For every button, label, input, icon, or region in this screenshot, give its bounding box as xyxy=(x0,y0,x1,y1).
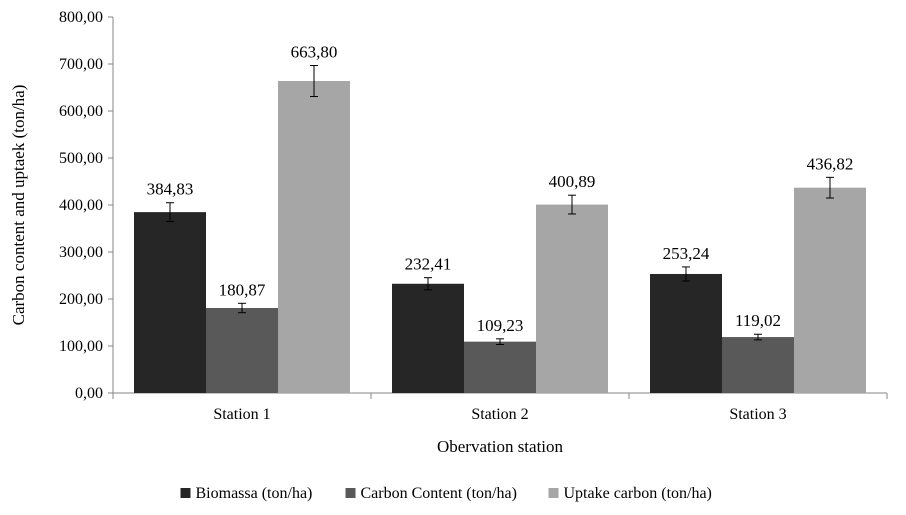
y-axis-title: Carbon content and uptaek (ton/ha) xyxy=(9,85,28,326)
legend-label: Biomassa (ton/ha) xyxy=(196,485,313,502)
y-tick-label: 500,00 xyxy=(59,150,103,167)
bar xyxy=(536,204,608,393)
bar xyxy=(650,273,722,393)
data-label: 109,23 xyxy=(477,316,524,335)
legend-swatch xyxy=(180,488,191,498)
legend-swatch xyxy=(548,488,559,498)
legend-label: Uptake carbon (ton/ha) xyxy=(564,485,712,502)
data-label: 180,87 xyxy=(219,280,266,299)
bar xyxy=(794,187,866,393)
bar xyxy=(278,81,350,393)
data-label: 384,83 xyxy=(147,180,194,199)
y-tick-label: 700,00 xyxy=(59,56,103,73)
bars xyxy=(134,65,866,393)
y-tick-label: 800,00 xyxy=(59,9,103,26)
x-tick-label: Station 2 xyxy=(471,406,528,423)
bar xyxy=(722,337,794,393)
data-label: 663,80 xyxy=(291,43,338,62)
bar xyxy=(464,341,536,393)
bar xyxy=(392,283,464,393)
x-axis: Station 1 Station 2 Station 3 xyxy=(112,392,888,423)
x-tick-label: Station 3 xyxy=(729,406,786,423)
y-tick-label: 0,00 xyxy=(75,385,103,402)
data-label: 119,02 xyxy=(735,311,781,330)
y-axis: 0,00 100,00 200,00 300,00 400,00 500,00 600,00… xyxy=(59,9,114,402)
y-tick-label: 400,00 xyxy=(59,197,103,214)
y-tick-label: 600,00 xyxy=(59,103,103,120)
bar xyxy=(134,212,206,393)
data-label: 400,89 xyxy=(549,172,596,191)
data-label: 436,82 xyxy=(807,154,854,173)
data-label: 253,24 xyxy=(663,244,710,263)
y-tick-label: 200,00 xyxy=(59,291,103,308)
bar xyxy=(206,307,278,393)
data-labels: 384,83 180,87 663,80 232,41 109,23 400,89 253,… xyxy=(147,43,854,335)
x-tick-label: Station 1 xyxy=(213,406,270,423)
x-axis-title: Obervation station xyxy=(437,437,564,456)
legend: Biomassa (ton/ha) Carbon Content (ton/ha)… xyxy=(180,485,712,502)
y-tick-label: 100,00 xyxy=(59,338,103,355)
legend-label: Carbon Content (ton/ha) xyxy=(361,485,517,502)
legend-swatch xyxy=(345,488,356,498)
y-tick-label: 300,00 xyxy=(59,244,103,261)
data-label: 232,41 xyxy=(405,255,452,274)
